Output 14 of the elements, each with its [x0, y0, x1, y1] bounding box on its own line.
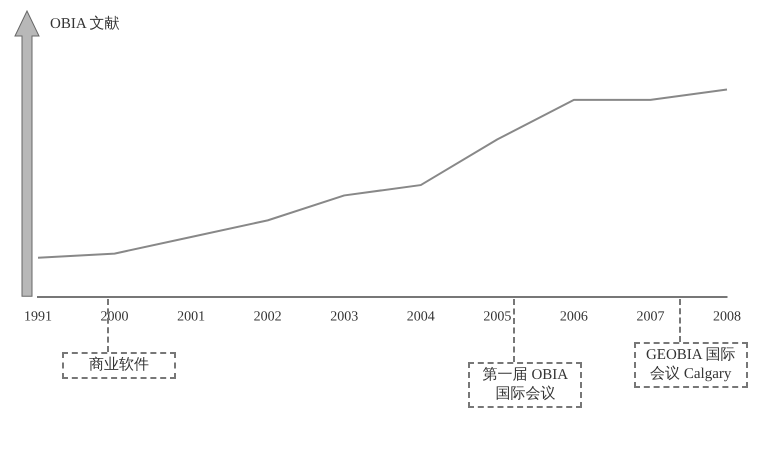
text: GEOBIA 国际会议 Calgary	[634, 342, 748, 388]
x-tick-label: 1991	[24, 309, 52, 324]
x-tick-label: 2005	[483, 309, 512, 324]
y-axis-title: OBIA 文献	[50, 14, 120, 33]
text: 商业软件	[62, 352, 176, 380]
x-tick-label: 2008	[713, 309, 741, 324]
x-tick-label: 2003	[330, 309, 358, 324]
x-tick-label: 2002	[254, 309, 282, 324]
text: 第一届 OBIA 国际会议	[468, 362, 582, 408]
x-tick-label: 2006	[560, 309, 588, 324]
x-tick-label: 2004	[406, 309, 435, 324]
x-tick-label: 2001	[177, 309, 206, 324]
x-tick-label: 2000	[100, 309, 129, 324]
x-tick-label: 2007	[636, 309, 664, 324]
